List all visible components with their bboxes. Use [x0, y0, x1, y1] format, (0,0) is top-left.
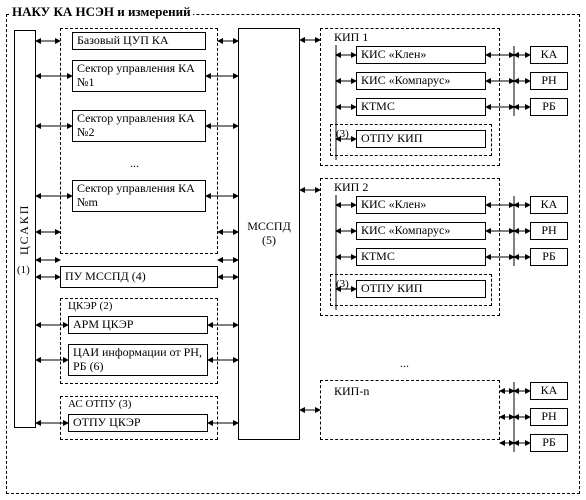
kip2-otpu-text: ОТПУ КИП: [361, 282, 423, 296]
kip2-komparus-text: КИС «Компарус»: [361, 224, 450, 238]
diagram-canvas: НАКУ КА НСЭН и измерений ЦСАКП (1) Базов…: [0, 0, 586, 500]
frame-title: НАКУ КА НСЭН и измерений: [10, 4, 193, 20]
otpu-cker: ОТПУ ЦКЭР: [68, 414, 208, 432]
kip1-komparus: КИС «Компарус»: [356, 72, 486, 90]
rn-2: РН: [530, 222, 568, 240]
ka-2-text: КА: [541, 198, 558, 212]
kip2-komparus: КИС «Компарус»: [356, 222, 486, 240]
ka-n-text: КА: [541, 384, 558, 398]
kip1-title: КИП 1: [332, 30, 370, 45]
rb-n-text: РБ: [542, 436, 556, 450]
sector-2: Сектор управления КА №2: [72, 110, 206, 142]
kip1-note: (3): [334, 128, 351, 140]
kip1-ktms-text: КТМС: [361, 100, 395, 114]
cai-info: ЦАИ информации от РН, РБ (6): [68, 344, 208, 376]
kip2-klen: КИС «Клен»: [356, 196, 486, 214]
kipn-title: КИП-n: [332, 384, 371, 399]
kip2-note: (3): [334, 278, 351, 290]
kip2-title: КИП 2: [332, 180, 370, 195]
kip2-ktms: КТМС: [356, 248, 486, 266]
rb-1: РБ: [530, 98, 568, 116]
as-otpu-label: АС ОТПУ (3): [66, 398, 133, 410]
ka-n: КА: [530, 382, 568, 400]
ka-1-text: КА: [541, 48, 558, 62]
rb-2-text: РБ: [542, 250, 556, 264]
base-cup-label: Базовый ЦУП КА: [72, 32, 206, 50]
kip1-klen: КИС «Клен»: [356, 46, 486, 64]
rb-1-text: РБ: [542, 100, 556, 114]
kip2-ktms-text: КТМС: [361, 250, 395, 264]
kip1-ktms: КТМС: [356, 98, 486, 116]
kip1-klen-text: КИС «Клен»: [361, 48, 426, 62]
sector-m-text: Сектор управления КА №m: [77, 182, 201, 210]
ka-1: КА: [530, 46, 568, 64]
cai-text: ЦАИ информации от РН, РБ (6): [73, 346, 203, 374]
kip2-otpu: ОТПУ КИП: [356, 280, 486, 298]
rb-n: РБ: [530, 434, 568, 452]
rn-1-text: РН: [541, 74, 556, 88]
rn-n-text: РН: [541, 410, 556, 424]
ka-2: КА: [530, 196, 568, 214]
kip1-otpu: ОТПУ КИП: [356, 130, 486, 148]
rn-2-text: РН: [541, 224, 556, 238]
msspd-text: МССПД: [247, 220, 291, 234]
rb-2: РБ: [530, 248, 568, 266]
rn-n: РН: [530, 408, 568, 426]
msspd-block: МССПД (5): [238, 28, 300, 440]
sector-2-text: Сектор управления КА №2: [77, 112, 201, 140]
otpu-cker-text: ОТПУ ЦКЭР: [73, 416, 141, 430]
sector-1-text: Сектор управления КА №1: [77, 62, 201, 90]
base-cup-text: Базовый ЦУП КА: [77, 34, 169, 48]
csakp-number: (1): [15, 264, 32, 276]
kip1-komparus-text: КИС «Компарус»: [361, 74, 450, 88]
arm-cker-text: АРМ ЦКЭР: [73, 318, 133, 332]
kip2-klen-text: КИС «Клен»: [361, 198, 426, 212]
sector-m: Сектор управления КА №m: [72, 180, 206, 212]
csakp-block: ЦСАКП: [14, 30, 36, 428]
sector-dots: ...: [130, 156, 139, 171]
kipn-dots: ...: [400, 356, 409, 371]
cker-group-label: ЦКЭР (2): [66, 300, 114, 312]
sector-1: Сектор управления КА №1: [72, 60, 206, 92]
rn-1: РН: [530, 72, 568, 90]
msspd-num: (5): [262, 234, 276, 248]
kip1-otpu-text: ОТПУ КИП: [361, 132, 423, 146]
pu-msspd-text: ПУ МССПД (4): [65, 270, 146, 284]
pu-msspd: ПУ МССПД (4): [60, 266, 218, 288]
arm-cker: АРМ ЦКЭР: [68, 316, 208, 334]
csakp-label: ЦСАКП: [18, 203, 32, 254]
